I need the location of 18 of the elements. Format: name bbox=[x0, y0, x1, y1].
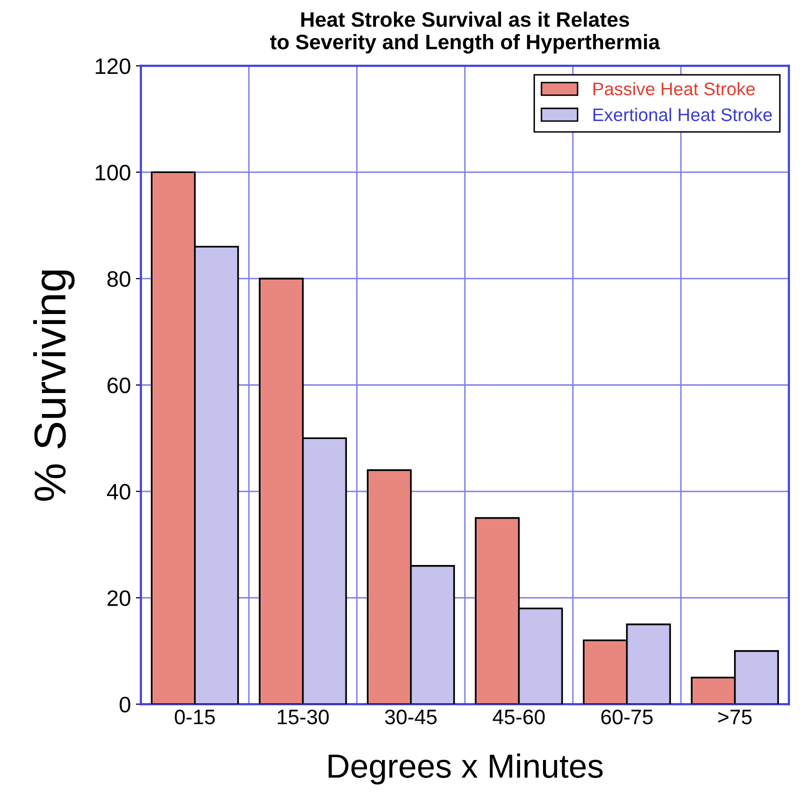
y-tick-label: 120 bbox=[96, 58, 130, 74]
y-tick-label: 20 bbox=[108, 590, 130, 606]
y-tick-label: 100 bbox=[96, 164, 130, 180]
x-tick-label: 0-15 bbox=[174, 710, 215, 724]
x-tick-label: 60-75 bbox=[601, 710, 653, 724]
y-axis-title: % Surviving bbox=[33, 270, 75, 501]
chart-title: Heat Stroke Survival as it Relates to Severity and Length of Hyperthermia bbox=[270, 12, 660, 54]
y-tick-label: 60 bbox=[108, 378, 130, 394]
y-tick-label: 40 bbox=[106, 484, 130, 500]
y-tick-label: 0 bbox=[120, 696, 130, 712]
legend-label: Passive Heat Stroke bbox=[593, 82, 755, 96]
x-axis-title: Degrees x Minutes bbox=[328, 753, 603, 785]
x-tick-label: 15-30 bbox=[278, 710, 329, 724]
x-tick-label: 30-45 bbox=[385, 710, 437, 724]
x-tick-label: >75 bbox=[718, 710, 752, 724]
y-tick-label: 80 bbox=[107, 271, 130, 287]
x-tick-label: 45-60 bbox=[492, 710, 545, 724]
legend-label: Exertional Heat Stroke bbox=[593, 108, 772, 122]
